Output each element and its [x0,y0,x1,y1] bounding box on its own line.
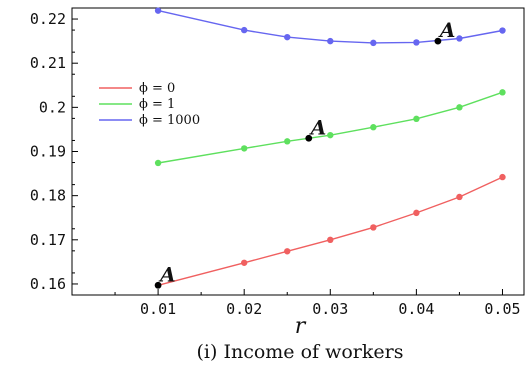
y-tick-label: 0.18 [30,187,66,205]
series-0-point [240,259,248,266]
series-2-point [240,26,248,34]
x-axis-ticks: 0.01 0.02 0.03 0.04 0.05 [114,289,521,318]
annotation-label: A [158,262,176,286]
series-2-point [413,39,420,46]
series-1-point [327,131,334,139]
series-0-point [456,193,463,201]
y-axis-ticks: 0.16 0.17 0.18 0.19 0.2 0.21 0.22 [30,10,78,293]
series-1-point [370,124,377,131]
x-tick-label: 0.03 [312,300,348,318]
series-2-point [154,7,162,14]
series-0-point [370,224,377,231]
chart-caption: (i) Income of workers [197,341,404,363]
annotation-layer: A A A [154,18,456,289]
annotation-point [154,281,162,289]
y-tick-label: 0.17 [30,231,66,249]
series-2-point [370,39,377,47]
annotation-point [434,37,442,45]
series-2-point [499,27,506,34]
x-tick-label: 0.05 [484,300,520,318]
series-line-2 [157,9,503,44]
annotation-label: A [438,18,456,42]
series-1-point [284,138,291,145]
series-line-0 [157,176,503,286]
series-line-1 [157,91,503,164]
series-1-point [154,159,162,167]
annotation-point [305,134,313,142]
legend-label-2: ϕ = 1000 [139,113,200,128]
legend-label-1: ϕ = 1 [139,97,175,112]
x-axis-title: r [295,314,307,339]
series-1-point [456,104,463,111]
y-tick-label: 0.22 [30,10,66,28]
x-tick-label: 0.02 [226,300,262,318]
series-0-point [284,248,291,255]
series-0-point [327,236,334,244]
y-tick-label: 0.16 [30,275,66,293]
x-tick-label: 0.04 [398,300,434,318]
series-1-point [413,115,420,123]
series-1-point [240,145,248,152]
y-tick-label: 0.2 [39,98,66,116]
series-0-point [499,173,506,181]
annotation-label: A [309,115,327,139]
x-tick-label: 0.01 [140,300,176,318]
series-2-point [284,33,291,41]
legend: ϕ = 0ϕ = 1ϕ = 1000 [99,81,200,128]
y-tick-label: 0.19 [30,143,66,161]
series-2-point [327,37,334,45]
series-1-point [499,89,506,96]
series-2-point [456,35,463,42]
series-layer [154,7,506,289]
series-0-point [413,209,420,217]
legend-label-0: ϕ = 0 [139,81,175,96]
plot-frame [71,7,525,296]
y-tick-label: 0.21 [30,54,66,72]
